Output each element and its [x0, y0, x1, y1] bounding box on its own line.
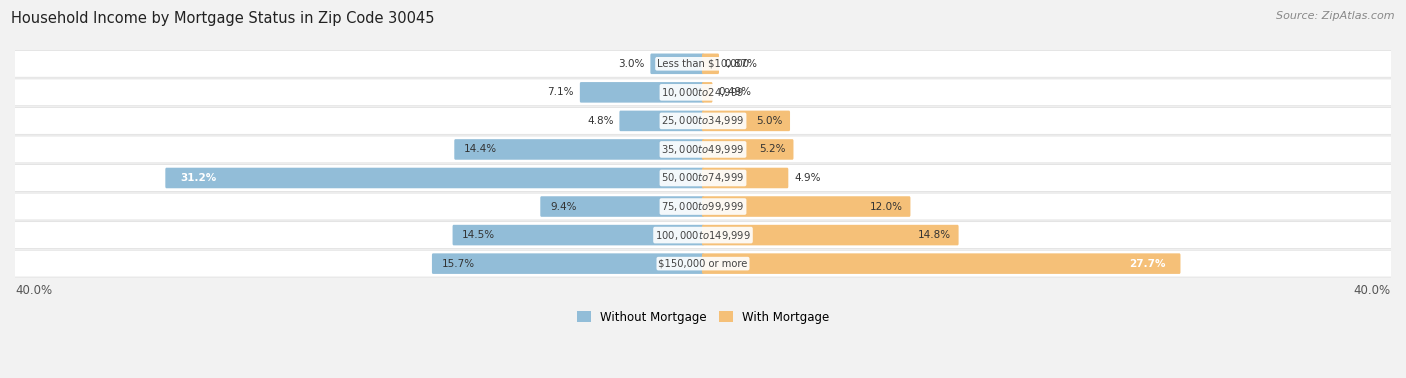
FancyBboxPatch shape — [0, 164, 1406, 191]
Text: 40.0%: 40.0% — [15, 284, 52, 297]
FancyBboxPatch shape — [702, 54, 718, 74]
Text: 7.1%: 7.1% — [547, 87, 574, 98]
FancyBboxPatch shape — [0, 136, 1406, 163]
Text: 12.0%: 12.0% — [869, 201, 903, 212]
FancyBboxPatch shape — [540, 196, 704, 217]
Text: 31.2%: 31.2% — [180, 173, 217, 183]
Text: Source: ZipAtlas.com: Source: ZipAtlas.com — [1277, 11, 1395, 21]
Text: $50,000 to $74,999: $50,000 to $74,999 — [661, 172, 745, 184]
Text: 14.4%: 14.4% — [464, 144, 498, 155]
FancyBboxPatch shape — [579, 82, 704, 102]
FancyBboxPatch shape — [702, 139, 793, 160]
Text: $25,000 to $34,999: $25,000 to $34,999 — [661, 115, 745, 127]
Text: 15.7%: 15.7% — [441, 259, 475, 269]
FancyBboxPatch shape — [453, 225, 704, 245]
FancyBboxPatch shape — [0, 193, 1406, 220]
FancyBboxPatch shape — [432, 253, 704, 274]
FancyBboxPatch shape — [702, 168, 789, 188]
FancyBboxPatch shape — [651, 54, 704, 74]
FancyBboxPatch shape — [702, 253, 1181, 274]
Text: 5.2%: 5.2% — [759, 144, 786, 155]
FancyBboxPatch shape — [454, 139, 704, 160]
Text: 0.49%: 0.49% — [718, 87, 751, 98]
FancyBboxPatch shape — [0, 50, 1406, 77]
Legend: Without Mortgage, With Mortgage: Without Mortgage, With Mortgage — [572, 306, 834, 328]
Text: 4.8%: 4.8% — [588, 116, 613, 126]
Text: 14.5%: 14.5% — [463, 230, 495, 240]
Text: 9.4%: 9.4% — [550, 201, 576, 212]
Text: 0.87%: 0.87% — [725, 59, 758, 69]
Text: 27.7%: 27.7% — [1129, 259, 1166, 269]
Text: Household Income by Mortgage Status in Zip Code 30045: Household Income by Mortgage Status in Z… — [11, 11, 434, 26]
FancyBboxPatch shape — [702, 82, 713, 102]
Text: 4.9%: 4.9% — [794, 173, 821, 183]
Text: $10,000 to $24,999: $10,000 to $24,999 — [661, 86, 745, 99]
FancyBboxPatch shape — [0, 250, 1406, 277]
Text: 3.0%: 3.0% — [619, 59, 644, 69]
FancyBboxPatch shape — [702, 196, 911, 217]
FancyBboxPatch shape — [620, 111, 704, 131]
FancyBboxPatch shape — [166, 168, 704, 188]
Text: $150,000 or more: $150,000 or more — [658, 259, 748, 269]
Text: $35,000 to $49,999: $35,000 to $49,999 — [661, 143, 745, 156]
Text: $75,000 to $99,999: $75,000 to $99,999 — [661, 200, 745, 213]
FancyBboxPatch shape — [702, 111, 790, 131]
FancyBboxPatch shape — [0, 107, 1406, 134]
Text: $100,000 to $149,999: $100,000 to $149,999 — [655, 229, 751, 242]
Text: Less than $10,000: Less than $10,000 — [657, 59, 749, 69]
Text: 40.0%: 40.0% — [1354, 284, 1391, 297]
FancyBboxPatch shape — [0, 79, 1406, 106]
Text: 5.0%: 5.0% — [756, 116, 782, 126]
Text: 14.8%: 14.8% — [918, 230, 950, 240]
FancyBboxPatch shape — [702, 225, 959, 245]
FancyBboxPatch shape — [0, 222, 1406, 248]
